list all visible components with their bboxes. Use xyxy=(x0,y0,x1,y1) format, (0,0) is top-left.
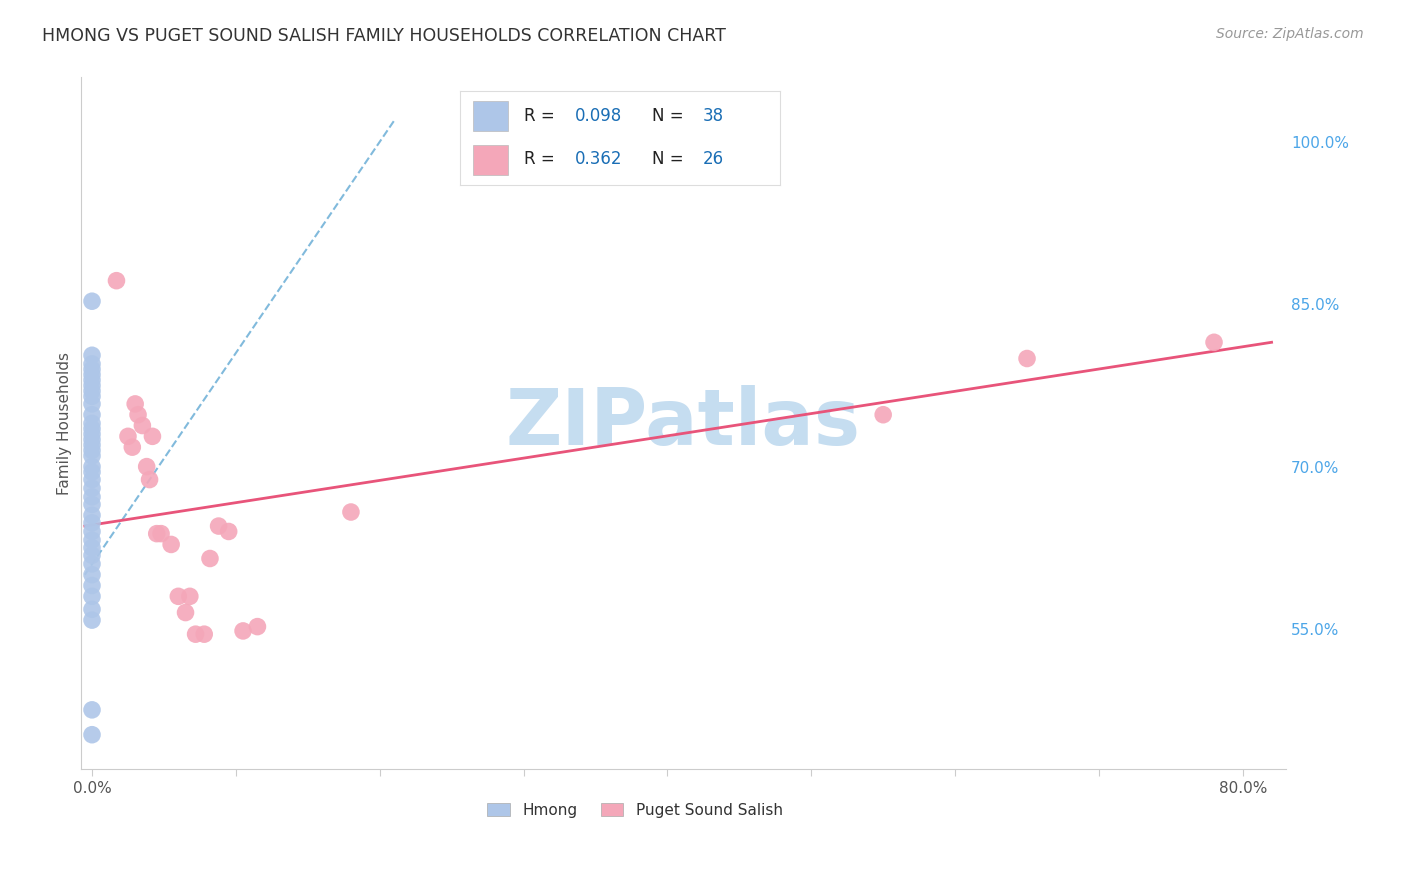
Point xyxy=(80,481,103,495)
Point xyxy=(80,590,103,604)
Point xyxy=(80,362,103,376)
Point xyxy=(80,602,103,616)
Point xyxy=(232,624,254,638)
Text: HMONG VS PUGET SOUND SALISH FAMILY HOUSEHOLDS CORRELATION CHART: HMONG VS PUGET SOUND SALISH FAMILY HOUSE… xyxy=(42,27,725,45)
Point xyxy=(80,490,103,504)
Point xyxy=(80,508,103,523)
Point xyxy=(80,389,103,403)
Point xyxy=(80,422,103,436)
Point xyxy=(80,294,103,309)
Point xyxy=(80,541,103,555)
Point xyxy=(145,526,167,541)
Point xyxy=(80,443,103,458)
Point xyxy=(80,516,103,530)
Point xyxy=(141,429,163,443)
Text: Source: ZipAtlas.com: Source: ZipAtlas.com xyxy=(1216,27,1364,41)
Point xyxy=(117,429,139,443)
Point xyxy=(135,459,157,474)
Point xyxy=(105,274,128,288)
Point xyxy=(131,418,153,433)
Point xyxy=(207,519,229,533)
Point xyxy=(80,524,103,539)
Point xyxy=(80,438,103,452)
Point xyxy=(1015,351,1038,366)
Point xyxy=(127,408,149,422)
Point xyxy=(150,526,173,541)
Point xyxy=(198,551,221,566)
Point xyxy=(218,524,240,539)
Point xyxy=(80,459,103,474)
Point xyxy=(184,627,207,641)
Point xyxy=(160,537,183,551)
Point xyxy=(80,567,103,582)
Point xyxy=(80,578,103,592)
Point xyxy=(872,408,894,422)
Point xyxy=(80,557,103,571)
Point xyxy=(80,408,103,422)
Point xyxy=(80,368,103,382)
Point xyxy=(80,465,103,479)
Point xyxy=(80,433,103,447)
Point xyxy=(121,440,143,454)
Point xyxy=(80,473,103,487)
Point xyxy=(80,498,103,512)
Point xyxy=(80,384,103,398)
Point xyxy=(80,417,103,431)
Point xyxy=(80,449,103,463)
Point xyxy=(80,613,103,627)
Point xyxy=(174,606,197,620)
Point xyxy=(124,397,146,411)
Point xyxy=(167,590,190,604)
Point xyxy=(80,703,103,717)
Y-axis label: Family Households: Family Households xyxy=(58,351,72,495)
Point xyxy=(80,397,103,411)
Point xyxy=(80,348,103,362)
Point xyxy=(138,473,160,487)
Point xyxy=(80,548,103,562)
Point xyxy=(80,373,103,387)
Point xyxy=(80,533,103,548)
Legend: Hmong, Puget Sound Salish: Hmong, Puget Sound Salish xyxy=(481,797,789,824)
Point xyxy=(340,505,363,519)
Point xyxy=(80,728,103,742)
Point xyxy=(246,619,269,633)
Text: ZIPatlas: ZIPatlas xyxy=(506,385,860,461)
Point xyxy=(80,357,103,371)
Point xyxy=(193,627,215,641)
Point xyxy=(179,590,201,604)
Point xyxy=(80,378,103,392)
Point xyxy=(1202,335,1225,350)
Point xyxy=(80,427,103,442)
